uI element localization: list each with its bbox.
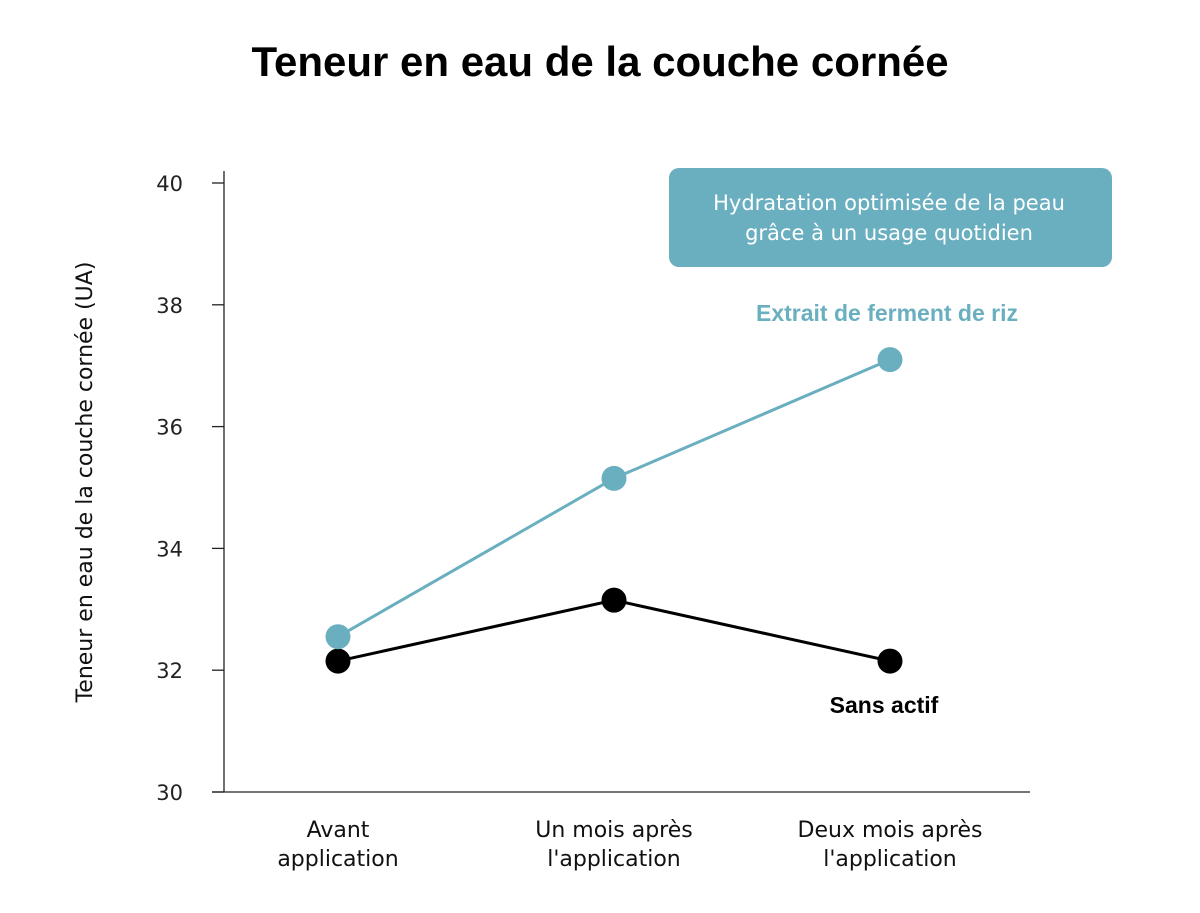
chart-title: Teneur en eau de la couche cornée (251, 38, 948, 85)
y-tick-label: 40 (156, 172, 183, 196)
series-label-rice-ferment: Extrait de ferment de riz (756, 300, 1018, 326)
x-tick-label: Deux mois après l'application (798, 818, 983, 872)
callout-background (669, 168, 1112, 267)
y-tick-label: 34 (156, 537, 183, 561)
series-0 (325, 347, 903, 650)
y-tick-label: 36 (156, 416, 183, 440)
data-point (325, 648, 351, 674)
y-axis-label: Teneur en eau de la couche cornée (UA) (73, 262, 98, 704)
y-tick-label: 38 (156, 294, 183, 318)
data-point (877, 648, 903, 674)
data-point (325, 624, 351, 650)
callout-line-1: Hydratation optimisée de la peau (713, 191, 1065, 215)
axes: 30 32 34 36 38 40 Avant application Un mois aprè… (156, 171, 1030, 872)
y-tick-label: 32 (156, 659, 183, 683)
series-1 (325, 587, 903, 674)
x-tick-label: Avant application (277, 818, 398, 872)
series-label-no-active: Sans actif (830, 692, 939, 718)
callout-box: Hydratation optimisée de la peau grâce à… (669, 168, 1112, 267)
data-point (601, 587, 627, 613)
x-tick-label: Un mois après l'application (535, 818, 693, 872)
data-point (601, 465, 627, 491)
data-point (877, 347, 903, 373)
series-layer (325, 347, 903, 674)
callout-line-2: grâce à un usage quotidien (745, 221, 1033, 245)
y-tick-label: 30 (156, 781, 183, 805)
